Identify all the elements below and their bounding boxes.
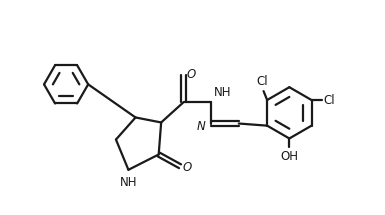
Text: NH: NH xyxy=(214,86,231,99)
Text: Cl: Cl xyxy=(256,75,268,88)
Text: O: O xyxy=(183,161,192,174)
Text: N: N xyxy=(197,120,206,133)
Text: NH: NH xyxy=(120,176,137,189)
Text: Cl: Cl xyxy=(323,94,335,106)
Text: O: O xyxy=(186,68,196,81)
Text: OH: OH xyxy=(280,150,298,163)
